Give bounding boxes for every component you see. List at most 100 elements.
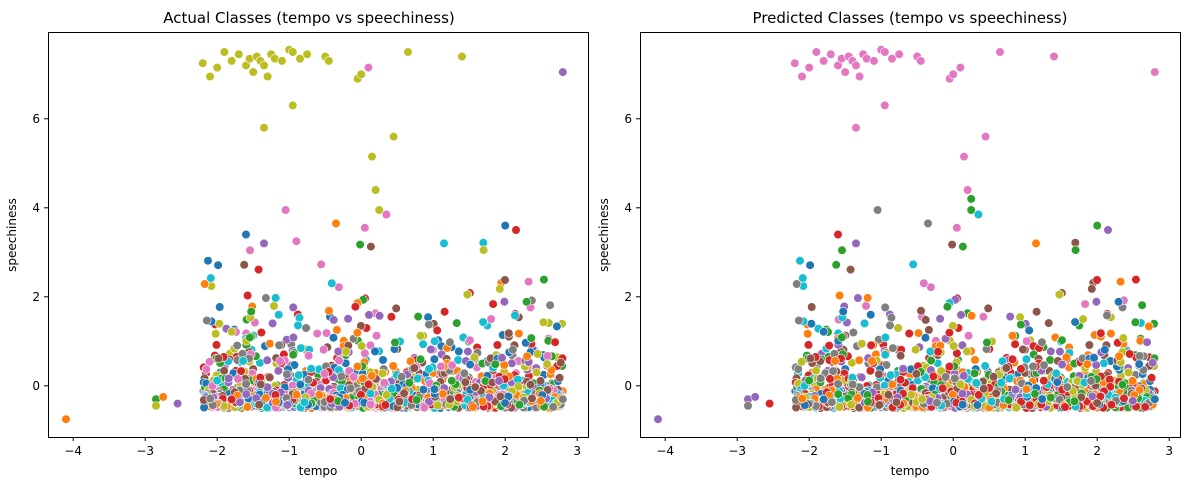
actual-data-point [495, 284, 505, 294]
actual-data-point [239, 260, 249, 270]
predicted-data-point [833, 389, 843, 399]
actual-data-point [200, 279, 210, 289]
predicted-data-point [1144, 321, 1154, 332]
actual-data-point [514, 400, 525, 410]
predicted-high-speechiness-point [1150, 67, 1160, 77]
actual-data-point [346, 383, 356, 393]
actual-data-point [289, 360, 300, 370]
predicted-high-speechiness-point [916, 56, 926, 66]
predicted-data-point [1007, 331, 1018, 341]
predicted-data-point [1146, 373, 1157, 383]
predicted-outlier-point [1150, 394, 1160, 404]
predicted-high-speechiness-point [995, 47, 1005, 57]
actual-outlier-point [331, 218, 341, 228]
actual-data-point [387, 384, 397, 394]
predicted-data-point [1148, 358, 1158, 368]
predicted-data-point [1052, 377, 1062, 387]
predicted-data-point [1007, 354, 1018, 364]
predicted-data-point [958, 242, 968, 252]
predicted-data-point [861, 301, 871, 311]
predicted-data-point [944, 361, 955, 372]
actual-high-speechiness-point [457, 51, 467, 62]
predicted-data-point [880, 350, 890, 360]
predicted-data-point [1102, 310, 1112, 321]
predicted-outlier-point [966, 205, 976, 215]
predicted-data-point [988, 372, 999, 382]
predicted-data-point [926, 282, 936, 292]
predicted-x-tick-label: 3 [1165, 444, 1173, 458]
predicted-data-point [913, 328, 924, 338]
actual-data-point [299, 397, 310, 407]
predicted-data-point [1142, 337, 1152, 347]
predicted-data-point [1080, 299, 1090, 309]
actual-data-point [243, 402, 253, 412]
actual-data-point [294, 313, 305, 323]
predicted-data-point [1054, 290, 1064, 300]
predicted-data-point [854, 355, 864, 365]
predicted-data-point [970, 355, 980, 365]
actual-data-point [554, 373, 565, 383]
predicted-data-point [1044, 318, 1054, 328]
actual-data-point [233, 374, 243, 384]
actual-plot-frame [48, 32, 589, 438]
actual-data-point [205, 393, 215, 404]
actual-data-point [514, 329, 524, 339]
actual-data-point [352, 361, 363, 372]
actual-data-point [370, 346, 380, 357]
actual-data-point [386, 312, 397, 322]
actual-data-point [215, 302, 225, 312]
predicted-data-point [1039, 376, 1049, 386]
actual-high-speechiness-point [219, 47, 229, 57]
predicted-data-point [1140, 402, 1150, 412]
actual-data-point [352, 328, 363, 338]
actual-data-point [241, 379, 251, 389]
predicted-data-point [886, 370, 896, 380]
actual-outlier-point [281, 205, 291, 215]
predicted-x-tick-label: −1 [872, 444, 890, 458]
predicted-data-point [1062, 382, 1072, 392]
predicted-data-point [1004, 395, 1014, 405]
actual-data-point [462, 290, 473, 300]
actual-data-point [432, 325, 442, 336]
actual-high-speechiness-point [205, 71, 215, 82]
predicted-outlier-point [966, 194, 976, 204]
predicted-data-point [797, 393, 807, 404]
actual-data-point [486, 314, 496, 324]
actual-data-point [282, 400, 292, 410]
predicted-data-point [837, 245, 847, 255]
actual-y-tick-label: 0 [32, 379, 40, 393]
actual-data-point [430, 336, 440, 346]
predicted-data-point [888, 343, 898, 353]
actual-data-point [271, 293, 281, 303]
actual-data-point [366, 242, 376, 252]
actual-x-tick-label: 2 [501, 444, 509, 458]
predicted-data-point [792, 279, 802, 289]
predicted-data-point [1100, 345, 1110, 355]
predicted-data-point [1039, 360, 1049, 370]
actual-outlier-point [439, 238, 449, 248]
predicted-high-speechiness-point [880, 47, 890, 57]
actual-data-point [349, 372, 359, 382]
actual-data-point [445, 394, 455, 404]
predicted-data-point [831, 260, 841, 270]
predicted-data-point [1057, 335, 1067, 345]
actual-high-speechiness-point [198, 58, 208, 68]
actual-data-point [274, 340, 284, 350]
predicted-outlier-point [833, 229, 843, 240]
predicted-data-point [874, 400, 884, 410]
actual-plot-area [61, 45, 568, 424]
actual-high-speechiness-point [302, 49, 312, 59]
predicted-high-speechiness-point [869, 56, 879, 66]
actual-data-point [465, 360, 475, 370]
predicted-data-point [853, 293, 863, 303]
predicted-data-point [1137, 300, 1147, 310]
predicted-data-point [1010, 385, 1021, 395]
predicted-data-point [971, 378, 981, 388]
predicted-x-tick-label: −2 [800, 444, 818, 458]
predicted-high-speechiness-point [948, 69, 958, 79]
predicted-data-point [804, 375, 814, 386]
actual-data-point [526, 333, 536, 343]
predicted-data-point [857, 372, 867, 383]
predicted-high-speechiness-point [854, 71, 865, 82]
predicted-data-point [895, 375, 906, 385]
